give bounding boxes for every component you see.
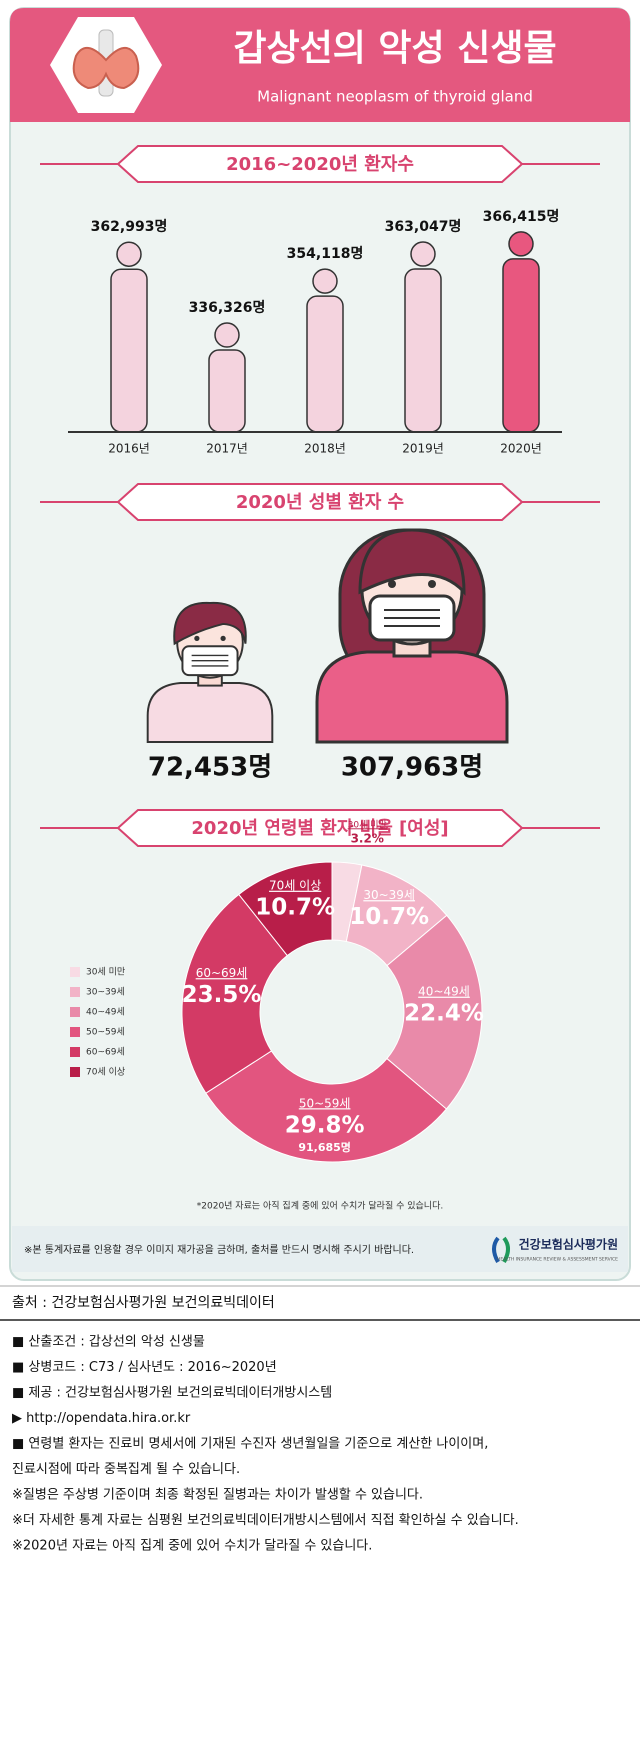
person-bar: [208, 322, 246, 433]
legend-label: 40~49세: [86, 1007, 125, 1018]
slice-category: 60~69세: [196, 966, 248, 980]
banner-text: ※본 통계자료를 인용할 경우 이미지 재가공을 금하며, 출처를 반드시 명시…: [24, 1243, 414, 1256]
info-item: ■ 연령별 환자는 진료비 명세서에 기재된 수진자 생년월일을 기준으로 계산…: [12, 1437, 488, 1452]
person-bar: [306, 268, 344, 433]
slice-label: 29.8%: [285, 1112, 365, 1138]
value-label: 336,326명: [189, 299, 266, 316]
donut-slice: [181, 893, 288, 1094]
x-tick-label: 2018년: [304, 442, 346, 456]
value-label: 307,963명: [341, 753, 483, 783]
slice-category: 70세 이상: [269, 879, 321, 893]
body: [315, 650, 509, 744]
legend-label: 70세 이상: [86, 1067, 125, 1078]
thyroid-icon: [72, 29, 140, 97]
value-label: 363,047명: [385, 218, 462, 235]
info-item: ■ 제공 : 건강보험심사평가원 보건의료빅데이터개방시스템: [12, 1386, 332, 1401]
slice-label: 10.7%: [349, 904, 429, 930]
ribbon: [116, 145, 524, 183]
bar-body: [306, 295, 344, 433]
section-title: 2020년 성별 환자 수: [236, 491, 404, 513]
eye: [388, 580, 396, 588]
logo-sub: HEALTH INSURANCE REVIEW & ASSESSMENT SER…: [497, 1257, 618, 1263]
legend-swatch: [70, 987, 80, 997]
info-item: ※2020년 자료는 아직 집계 중에 있어 수치가 달라질 수 있습니다.: [12, 1539, 372, 1554]
donut-slice: [238, 861, 333, 957]
info-item: ■ 상병코드 : C73 / 심사년도 : 2016~2020년: [12, 1360, 277, 1375]
slice-label: 10.7%: [255, 895, 335, 921]
slice-category: 40~49세: [418, 985, 470, 999]
eye: [220, 635, 226, 641]
slice-category: 30세 미만: [348, 819, 387, 830]
ribbon: [116, 809, 524, 847]
slice-category: 30~39세: [363, 888, 415, 902]
legend-label: 30세 미만: [86, 967, 125, 978]
body: [146, 681, 274, 743]
hair-top: [173, 601, 247, 646]
title: 갑상선의 악성 신생물: [233, 28, 556, 69]
legend-label: 60~69세: [86, 1047, 125, 1058]
logo-icon: [492, 1236, 510, 1263]
info-item: ※질병은 주상병 기준이며 최종 확정된 질병과는 차이가 발생할 수 있습니다…: [12, 1488, 423, 1503]
value-label: 72,453명: [148, 753, 272, 783]
info-item: ▶ http://opendata.hira.or.kr: [12, 1411, 191, 1426]
eye: [194, 635, 200, 641]
banner-bg: [12, 1226, 628, 1272]
legend-swatch: [70, 1047, 80, 1057]
bar-head: [410, 241, 436, 267]
slice-category: 50~59세: [299, 1096, 351, 1110]
legend-swatch: [70, 1067, 80, 1077]
person-icon: [146, 601, 274, 743]
legend-label: 30~39세: [86, 987, 125, 998]
person-bar: [110, 241, 148, 433]
hair-top: [358, 528, 466, 596]
x-tick-label: 2016년: [108, 442, 150, 456]
donut-slice: [386, 914, 483, 1110]
slice-label: 23.5%: [182, 982, 262, 1008]
bar-body: [404, 268, 442, 433]
x-tick-label: 2020년: [500, 442, 542, 456]
source: 출처 : 건강보험심사평가원 보건의료빅데이터: [12, 1295, 275, 1311]
value-label: 354,118명: [287, 245, 364, 262]
legend-swatch: [70, 1027, 80, 1037]
bar-head: [312, 268, 338, 294]
eye: [428, 580, 436, 588]
value-label: 366,415명: [483, 208, 560, 225]
section-title: 2020년 연령별 환자 비율 [여성]: [191, 817, 448, 839]
bar-head: [508, 231, 534, 257]
section-title: 2016~2020년 환자수: [226, 153, 414, 175]
x-tick-label: 2017년: [206, 442, 248, 456]
bar-body: [110, 268, 148, 433]
info-item: ■ 산출조건 : 갑상선의 악성 신생물: [12, 1335, 205, 1350]
bar-body: [502, 258, 540, 433]
person-bar: [404, 241, 442, 433]
bar-head: [116, 241, 142, 267]
ribbon: [116, 483, 524, 521]
legend-label: 50~59세: [86, 1027, 125, 1038]
x-tick-label: 2019년: [402, 442, 444, 456]
header-bg: [10, 8, 630, 122]
subtitle: Malignant neoplasm of thyroid gland: [257, 88, 533, 106]
bar-head: [214, 322, 240, 348]
logo: 건강보험심사평가원: [519, 1237, 618, 1252]
value-label: 362,993명: [91, 218, 168, 235]
legend-swatch: [70, 1007, 80, 1017]
donut-slice: [205, 1050, 448, 1163]
annotation: 91,685명: [298, 1140, 351, 1154]
legend-swatch: [70, 967, 80, 977]
slice-label: 22.4%: [404, 1001, 484, 1027]
chart-note: *2020년 자료는 아직 집계 중에 있어 수치가 달라질 수 있습니다.: [197, 1200, 443, 1212]
info-item: ※더 자세한 통계 자료는 심평원 보건의료빅데이터개방시스템에서 직접 확인하…: [12, 1513, 519, 1528]
info-item: 진료시점에 따라 중복집계 될 수 있습니다.: [12, 1462, 240, 1477]
bar-body: [208, 349, 246, 433]
person-bar: [502, 231, 540, 433]
person-icon: [315, 528, 509, 744]
slice-label: 3.2%: [351, 831, 384, 845]
